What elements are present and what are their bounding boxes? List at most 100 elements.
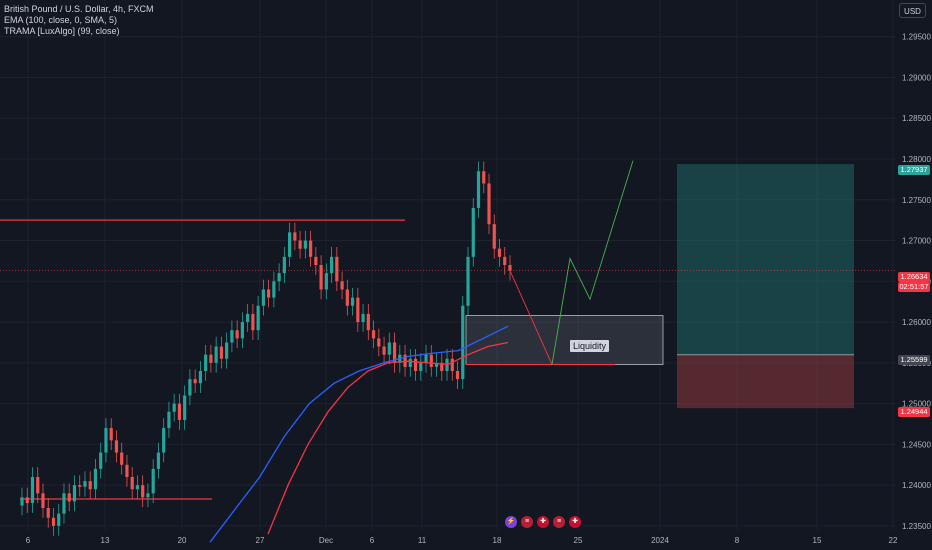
x-tick-label: 2024: [651, 536, 669, 545]
candle-body: [78, 485, 82, 487]
candle-body: [319, 265, 323, 290]
candle-body: [246, 313, 250, 323]
candle-body: [261, 289, 265, 306]
uk-flag-icon[interactable]: ✚: [537, 516, 549, 528]
x-tick-label: Dec: [319, 536, 333, 545]
chart-legend: British Pound / U.S. Dollar, 4h, FXCM EM…: [4, 4, 154, 37]
profit-zone: [677, 164, 854, 355]
currency-button[interactable]: USD: [899, 3, 926, 18]
candle-body: [25, 497, 29, 504]
symbol-title: British Pound / U.S. Dollar, 4h, FXCM: [4, 4, 154, 14]
candle-body: [298, 240, 302, 249]
candle-body: [256, 305, 260, 331]
x-tick-label: 6: [370, 536, 375, 545]
candle-body: [293, 232, 297, 241]
x-tick-label: 13: [101, 536, 110, 545]
candle-body: [419, 362, 423, 371]
x-tick-label: 20: [178, 536, 187, 545]
zones: [465, 164, 854, 409]
candle-body: [461, 305, 465, 380]
candle-body: [204, 354, 208, 371]
uk-flag-icon[interactable]: ✚: [569, 516, 581, 528]
y-tick-label: 1.25000: [902, 400, 931, 409]
y-tick-label: 1.24500: [902, 440, 931, 449]
candle-body: [277, 273, 281, 282]
candle-body: [240, 322, 244, 339]
candle-body: [371, 330, 376, 339]
x-tick-label: 22: [889, 536, 898, 545]
candle-body: [434, 362, 439, 367]
candle-body: [471, 207, 475, 257]
candle-body: [508, 265, 512, 271]
y-tick-label: 1.27500: [902, 196, 931, 205]
candle-body: [151, 468, 155, 494]
candle-body: [476, 171, 481, 208]
candle-body: [193, 379, 197, 384]
candle-body: [251, 313, 255, 331]
candle-body: [114, 440, 119, 453]
candle-body: [57, 513, 61, 526]
lightning-icon[interactable]: ⚡: [505, 516, 517, 528]
candle-body: [67, 493, 71, 502]
y-tick-label: 1.28500: [902, 114, 931, 123]
candles: [20, 161, 512, 536]
horizontal-levels: [0, 219, 896, 500]
candle-body: [282, 256, 286, 274]
candle-body: [482, 171, 486, 184]
candle-body: [125, 464, 129, 477]
ema-line: [209, 325, 509, 543]
candle-body: [198, 371, 203, 384]
candle-body: [130, 477, 134, 490]
time-axis: 6 13 20 27 Dec 6 11 18 25 2024 8 15 22: [26, 536, 898, 545]
candle-body: [62, 493, 66, 514]
candle-body: [455, 371, 460, 380]
candle-body: [162, 428, 166, 453]
candle-body: [392, 342, 397, 363]
candle-body: [429, 354, 433, 367]
candle-body: [93, 468, 98, 490]
candle-body: [335, 256, 339, 282]
us-flag-icon[interactable]: ≡: [521, 516, 533, 528]
candle-body: [72, 485, 77, 502]
y-tick-label: 1.23500: [902, 522, 931, 531]
candle-body: [450, 358, 454, 371]
target-price-tag: 1.27937: [898, 165, 930, 175]
candle-body: [51, 517, 56, 526]
stop-price-tag: 1.24944: [898, 407, 930, 417]
candle-body: [135, 485, 140, 490]
candle-body: [225, 342, 229, 359]
candle-body: [167, 411, 171, 429]
x-tick-label: 18: [493, 536, 502, 545]
candle-body: [424, 354, 428, 363]
candle-body: [41, 493, 45, 508]
candle-body: [30, 477, 35, 504]
candle-body: [303, 240, 307, 249]
candle-body: [350, 297, 355, 306]
candle-body: [361, 313, 365, 323]
candle-body: [183, 395, 187, 420]
us-flag-icon[interactable]: ≡: [553, 516, 565, 528]
candle-body: [141, 485, 145, 498]
candle-body: [156, 452, 161, 469]
y-tick-label: 1.28000: [902, 155, 931, 164]
candle-body: [109, 428, 113, 441]
x-tick-label: 6: [26, 536, 31, 545]
candle-body: [177, 403, 182, 420]
y-tick-label: 1.27000: [902, 237, 931, 246]
x-tick-label: 27: [256, 536, 265, 545]
y-tick-label: 1.29000: [902, 73, 931, 82]
candle-body: [497, 248, 502, 257]
candle-body: [413, 358, 418, 371]
trama-legend: TRAMA [LuxAlgo] (99, close): [4, 26, 120, 36]
candle-body: [214, 346, 218, 363]
candle-body: [83, 481, 87, 487]
liquidity-label: Liquidity: [570, 340, 610, 352]
candle-body: [408, 358, 412, 367]
candle-body: [104, 428, 108, 453]
x-tick-label: 15: [813, 536, 822, 545]
projection-down: [509, 270, 553, 365]
candle-body: [387, 342, 391, 355]
candle-body: [366, 313, 370, 331]
candle-body: [314, 256, 318, 265]
